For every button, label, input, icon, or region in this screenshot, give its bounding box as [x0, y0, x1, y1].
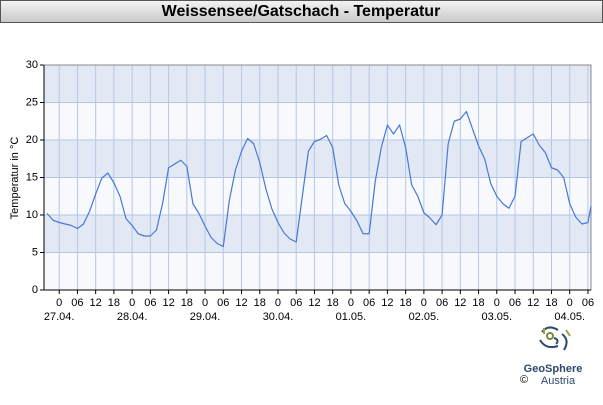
x-tick-label: 06 [217, 297, 229, 309]
date-label: 02.05. [409, 311, 440, 323]
band [44, 215, 591, 253]
y-tick-label: 10 [26, 209, 38, 221]
x-tick-label: 12 [454, 297, 466, 309]
x-tick-label: 12 [162, 297, 174, 309]
x-tick-label: 06 [509, 297, 521, 309]
y-tick-label: 15 [26, 171, 38, 183]
y-tick-label: 25 [26, 96, 38, 108]
line-series [46, 110, 592, 248]
x-tick-label: 12 [381, 297, 393, 309]
x-tick-label: 0 [494, 297, 500, 309]
x-tick-label: 18 [327, 297, 339, 309]
band [44, 140, 591, 178]
band [44, 102, 591, 140]
x-tick-label: 06 [582, 297, 594, 309]
x-tick-label: 18 [181, 297, 193, 309]
x-tick-label: 06 [363, 297, 375, 309]
date-label: 27.04. [44, 311, 75, 323]
x-tick-label: 12 [527, 297, 539, 309]
x-tick-label: 0 [348, 297, 354, 309]
logo-icon [539, 326, 571, 351]
x-tick-label: 0 [56, 297, 62, 309]
x-tick-label: 18 [108, 297, 120, 309]
x-tick-label: 06 [436, 297, 448, 309]
date-label: 28.04. [117, 311, 148, 323]
x-tick-label: 18 [472, 297, 484, 309]
band [44, 252, 591, 290]
date-label: 29.04. [190, 311, 221, 323]
date-label: 03.05. [481, 311, 512, 323]
x-tick-label: 18 [400, 297, 412, 309]
x-tick-label: 18 [254, 297, 266, 309]
y-tick-label: 30 [26, 59, 38, 71]
x-tick-label: 12 [90, 297, 102, 309]
bands [44, 65, 591, 290]
date-label: 04.05. [554, 311, 585, 323]
y-tick-label: 0 [32, 284, 38, 296]
band [44, 177, 591, 215]
date-label: 30.04. [263, 311, 294, 323]
chart-title: Weissensee/Gatschach - Temperatur [162, 3, 441, 20]
x-tick-label: 0 [567, 297, 573, 309]
y-axis-label: Temperatur in °C [9, 137, 21, 220]
x-tick-label: 12 [308, 297, 320, 309]
logo-country: Austria [541, 375, 576, 387]
y-tick-label: 20 [26, 134, 38, 146]
x-tick-label: 0 [275, 297, 281, 309]
x-tick-label: 0 [129, 297, 135, 309]
x-tick-label: 18 [545, 297, 557, 309]
x-tick-label: 06 [290, 297, 302, 309]
x-tick-label: 0 [202, 297, 208, 309]
copyright: © [520, 374, 528, 386]
x-tick-label: 06 [144, 297, 156, 309]
x-tick-label: 12 [235, 297, 247, 309]
date-label: 01.05. [336, 311, 367, 323]
x-tick-label: 06 [71, 297, 83, 309]
logo-name: GeoSphere [524, 363, 583, 375]
x-tick-label: 0 [421, 297, 427, 309]
band [44, 65, 591, 103]
y-tick-label: 5 [32, 246, 38, 258]
